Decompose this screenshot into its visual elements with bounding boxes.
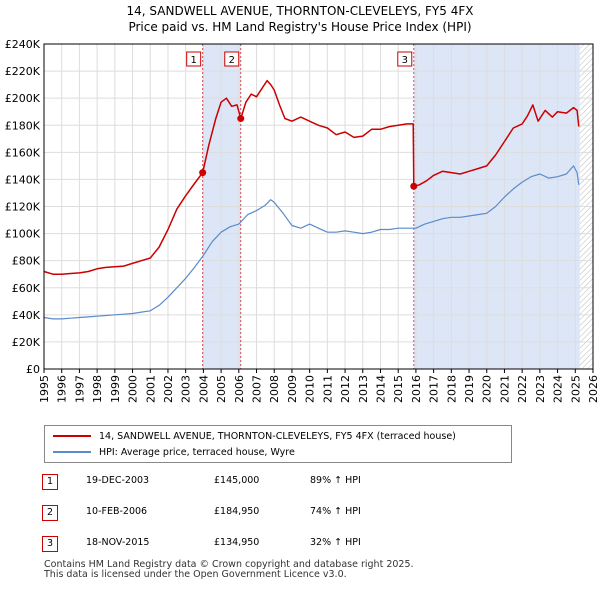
y-tick-label: £100K <box>5 228 41 241</box>
sale-label: 2 <box>229 55 235 66</box>
legend-label-property: 14, SANDWELL AVENUE, THORNTON-CLEVELEYS,… <box>99 430 456 442</box>
x-tick-label: 2013 <box>357 375 370 403</box>
x-tick-label: 1995 <box>38 375 51 403</box>
x-tick-label: 2007 <box>251 375 264 403</box>
x-tick-label: 2008 <box>268 375 281 403</box>
sale-label-box <box>186 51 202 67</box>
sale-hpi-change: 74% ↑ HPI <box>310 506 361 517</box>
y-tick-label: £160K <box>5 146 41 159</box>
table-row: 2 10-FEB-2006 £184,950 74% ↑ HPI <box>42 503 442 534</box>
sale-hpi-change: 32% ↑ HPI <box>310 537 361 548</box>
sale-label-box <box>397 51 413 67</box>
sale-point <box>410 182 418 190</box>
x-tick-label: 2012 <box>339 375 352 403</box>
sale-date: 18-NOV-2015 <box>86 537 150 548</box>
footer: Contains HM Land Registry data © Crown c… <box>44 560 414 580</box>
table-row: 3 18-NOV-2015 £134,950 32% ↑ HPI <box>42 534 442 565</box>
x-tick-label: 1998 <box>91 375 104 403</box>
price-chart: £0 £20K £40K £60K £80K £100K £120K £140K £160K £1… <box>5 38 600 403</box>
x-tick-label: 2010 <box>304 375 317 403</box>
sale-price: £134,950 <box>214 537 260 548</box>
sale-marker-label: 1 <box>42 474 58 490</box>
legend-item-property: 14, SANDWELL AVENUE, THORNTON-CLEVELEYS,… <box>53 429 456 443</box>
sale-marker-label: 3 <box>42 536 58 552</box>
sale-hpi-change: 89% ↑ HPI <box>310 475 361 486</box>
y-tick-label: £40K <box>12 309 41 322</box>
sale-date: 19-DEC-2003 <box>86 475 150 486</box>
x-tick-label: 2018 <box>445 375 458 403</box>
x-tick-label: 2019 <box>463 375 476 403</box>
legend-label-hpi: HPI: Average price, terraced house, Wyre <box>99 446 295 458</box>
x-tick-label: 2006 <box>233 375 246 403</box>
x-tick-label: 2003 <box>180 375 193 403</box>
series-line-property <box>43 79 580 275</box>
legend-swatch-hpi <box>53 451 91 453</box>
y-tick-label: £240K <box>5 38 41 51</box>
sale-price: £145,000 <box>214 475 260 486</box>
y-tick-label: £140K <box>5 173 41 186</box>
x-tick-label: 2000 <box>127 375 140 403</box>
x-tick-label: 1999 <box>109 375 122 403</box>
table-row: 1 19-DEC-2003 £145,000 89% ↑ HPI <box>42 472 442 503</box>
chart-subtitle: Price paid vs. HM Land Registry's House … <box>128 20 472 34</box>
sale-label: 1 <box>190 55 196 66</box>
series-line-hpi <box>43 165 580 320</box>
x-tick-label: 2005 <box>215 375 228 403</box>
y-tick-label: £20K <box>12 336 41 349</box>
x-tick-label: 2002 <box>162 375 175 403</box>
sale-point <box>199 169 207 177</box>
x-tick-label: 2023 <box>534 375 547 403</box>
sale-label-box <box>224 51 240 67</box>
x-tick-label: 2015 <box>392 375 405 403</box>
y-tick-label: £180K <box>5 119 41 132</box>
y-tick-label: £220K <box>5 65 41 78</box>
x-tick-label: 2021 <box>498 375 511 403</box>
x-tick-label: 2024 <box>552 375 565 403</box>
x-tick-label: 2020 <box>481 375 494 403</box>
x-tick-label: 2014 <box>374 375 387 403</box>
sale-marker-label: 2 <box>42 505 58 521</box>
x-tick-label: 2026 <box>587 375 600 403</box>
chart-title: 14, SANDWELL AVENUE, THORNTON-CLEVELEYS,… <box>126 4 474 18</box>
x-tick-label: 2011 <box>321 375 334 403</box>
x-tick-label: 2025 <box>569 375 582 403</box>
x-tick-label: 2016 <box>410 375 423 403</box>
y-tick-label: £120K <box>5 201 41 214</box>
plot-frame <box>43 43 594 370</box>
x-tick-label: 2022 <box>516 375 529 403</box>
footer-licence: This data is licensed under the Open Gov… <box>44 569 347 580</box>
x-tick-label: 2001 <box>144 375 157 403</box>
sale-date: 10-FEB-2006 <box>86 506 148 517</box>
chart-legend: 14, SANDWELL AVENUE, THORNTON-CLEVELEYS,… <box>44 425 512 463</box>
sale-price: £184,950 <box>214 506 260 517</box>
y-tick-label: £200K <box>5 92 41 105</box>
x-tick-label: 2004 <box>197 375 210 403</box>
footer-copyright: Contains HM Land Registry data © Crown c… <box>44 559 414 570</box>
sales-table: 1 19-DEC-2003 £145,000 89% ↑ HPI 2 10-FE… <box>42 472 442 565</box>
legend-swatch-property <box>53 435 91 437</box>
x-tick-label: 2009 <box>286 375 299 403</box>
y-tick-label: £0 <box>26 363 40 376</box>
x-tick-label: 2017 <box>428 375 441 403</box>
x-tick-label: 1996 <box>56 375 69 403</box>
y-tick-label: £60K <box>12 282 41 295</box>
legend-item-hpi: HPI: Average price, terraced house, Wyre <box>53 445 295 459</box>
sale-label: 3 <box>402 55 408 66</box>
y-tick-label: £80K <box>12 255 41 268</box>
x-tick-label: 1997 <box>73 375 86 403</box>
sale-point <box>237 115 245 123</box>
